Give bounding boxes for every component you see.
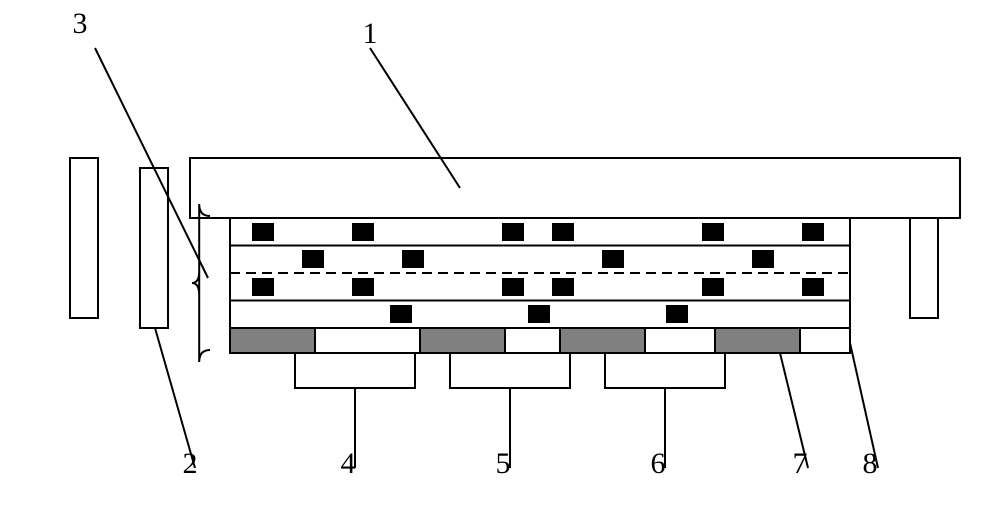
via — [402, 250, 424, 268]
pad-white — [645, 328, 715, 353]
via — [390, 305, 412, 323]
via — [702, 223, 724, 241]
via — [502, 223, 524, 241]
via — [802, 223, 824, 241]
via — [352, 223, 374, 241]
via — [552, 278, 574, 296]
via — [252, 278, 274, 296]
via — [802, 278, 824, 296]
pad-gray — [715, 328, 800, 353]
pin — [140, 168, 168, 328]
table-leg-left — [70, 158, 98, 318]
callout-label: 1 — [363, 17, 378, 50]
pad-white — [800, 328, 850, 353]
pad-gray — [230, 328, 315, 353]
via — [352, 278, 374, 296]
component — [295, 353, 415, 388]
base-plate — [190, 158, 960, 218]
engineering-diagram: 1 2 3 4 5 6 7 8 — [0, 0, 1000, 508]
via — [666, 305, 688, 323]
via — [528, 305, 550, 323]
callout-label: 3 — [73, 7, 88, 40]
callout-label: 5 — [496, 447, 511, 480]
via — [602, 250, 624, 268]
via — [752, 250, 774, 268]
callout-label: 4 — [341, 447, 356, 480]
callout-label: 2 — [183, 447, 198, 480]
callout-label: 8 — [863, 447, 878, 480]
pad-gray — [560, 328, 645, 353]
component — [450, 353, 570, 388]
via — [552, 223, 574, 241]
callout-label: 7 — [793, 447, 808, 480]
via — [502, 278, 524, 296]
pad-white — [505, 328, 560, 353]
via — [702, 278, 724, 296]
pad-white — [315, 328, 420, 353]
via — [252, 223, 274, 241]
pad-gray — [420, 328, 505, 353]
callout-label: 6 — [651, 447, 666, 480]
component — [605, 353, 725, 388]
via — [302, 250, 324, 268]
